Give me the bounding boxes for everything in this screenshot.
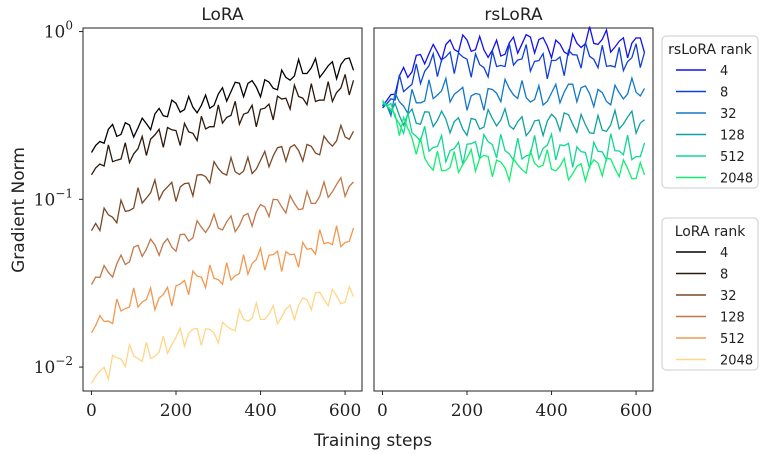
legend-entry-label: 2048 <box>720 172 753 187</box>
legend-title: LoRA rank <box>675 224 747 240</box>
series-line-rslora-rank-2048 <box>381 99 646 184</box>
legend-title: rsLoRA rank <box>668 42 753 58</box>
series-line-lora-rank-32 <box>90 123 355 233</box>
legend-entry-label: 128 <box>720 311 745 326</box>
x-tick-label: 200 <box>160 401 192 421</box>
y-tick-base: 10 <box>34 358 56 378</box>
y-tick-exponent: −1 <box>55 186 73 200</box>
y-tick-label: 100 <box>44 19 73 43</box>
series-line-rslora-rank-128 <box>382 101 645 139</box>
x-tick-label: 0 <box>86 401 97 421</box>
y-tick-base: 10 <box>44 23 66 43</box>
legend-entry-label: 32 <box>720 107 737 122</box>
y-tick-exponent: −2 <box>55 354 73 368</box>
y-tick-label: 10−1 <box>34 186 73 210</box>
legend-entry-label: 8 <box>720 86 728 101</box>
legend-entry-label: 8 <box>720 268 728 283</box>
y-tick-label: 10−2 <box>34 354 73 378</box>
legend-entry-label: 128 <box>720 129 745 144</box>
legend-lora <box>661 217 759 371</box>
legend-entry-label: 2048 <box>720 354 753 369</box>
plot-frame-1 <box>373 27 654 392</box>
series-line-lora-rank-2048 <box>90 284 355 384</box>
panel-title: rsLoRA <box>484 5 543 25</box>
y-tick-base: 10 <box>34 190 56 210</box>
x-tick-label: 400 <box>535 401 567 421</box>
panel-title: LoRA <box>201 5 244 25</box>
x-axis-label: Training steps <box>313 431 432 451</box>
legend-entry-label: 512 <box>720 150 745 165</box>
series-line-rslora-rank-4 <box>381 26 646 107</box>
legend-entry-label: 32 <box>720 289 737 304</box>
x-tick-label: 200 <box>451 401 483 421</box>
legend-rslora <box>661 35 759 189</box>
series-line-lora-rank-512 <box>90 225 355 334</box>
x-tick-label: 0 <box>377 401 388 421</box>
series-line-rslora-rank-8 <box>382 42 646 109</box>
x-tick-label: 600 <box>329 401 361 421</box>
series-line-rslora-rank-32 <box>382 75 646 119</box>
y-axis-label: Gradient Norm <box>9 147 29 273</box>
y-tick-exponent: 0 <box>65 19 73 33</box>
legend-entry-label: 512 <box>720 332 745 347</box>
x-tick-label: 400 <box>244 401 276 421</box>
legend-entry-label: 4 <box>720 64 728 79</box>
plot-frame-0 <box>82 27 363 392</box>
series-line-lora-rank-128 <box>90 176 354 285</box>
series-line-lora-rank-4 <box>90 56 355 153</box>
legend-entry-label: 4 <box>720 246 728 261</box>
x-tick-label: 600 <box>620 401 652 421</box>
series-line-lora-rank-8 <box>90 74 355 176</box>
